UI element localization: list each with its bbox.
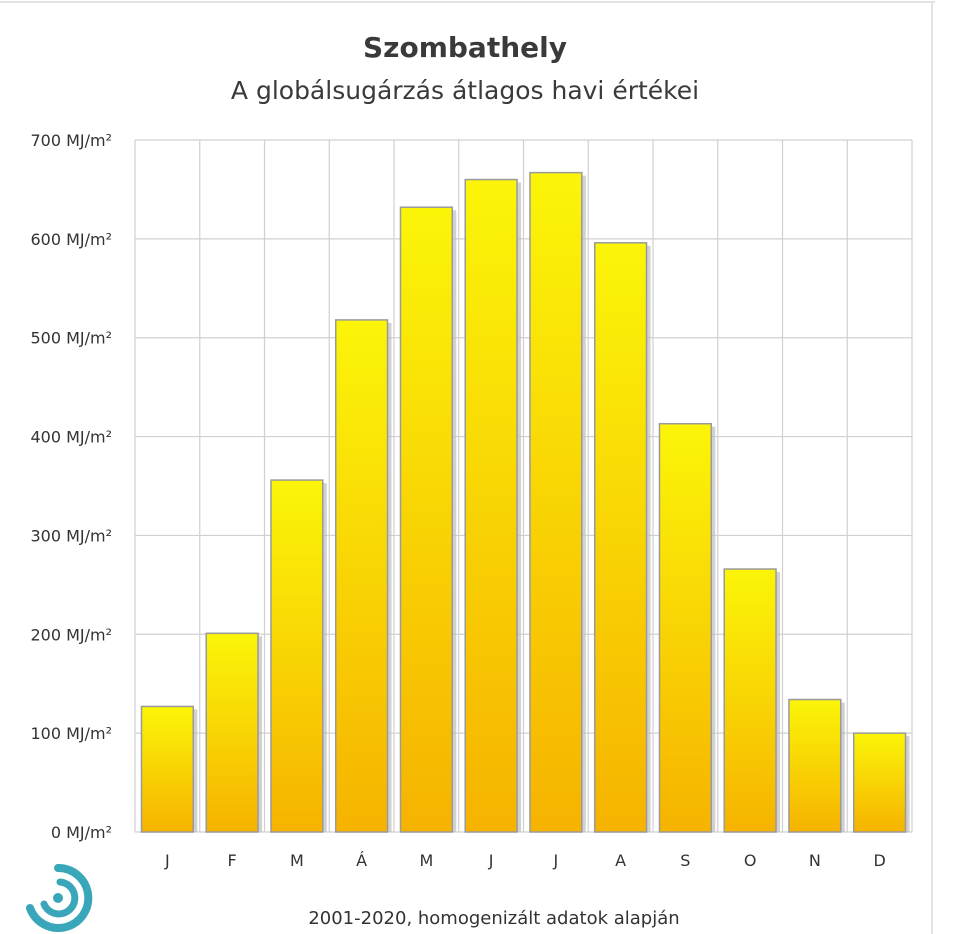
y-tick-label: 300 MJ/m² [30,526,112,545]
x-tick-label: J [553,851,559,870]
x-tick-label: M [290,851,304,870]
bars [140,171,910,833]
chart-subtitle: A globálsugárzás átlagos havi értékei [231,76,699,105]
y-tick-label: 100 MJ/m² [30,724,112,743]
x-tick-label: D [873,851,885,870]
bar [658,422,713,833]
y-axis-ticks: 0 MJ/m² 100 MJ/m² 200 MJ/m² 300 MJ/m² 400 MJ… [30,131,112,842]
bar [464,178,518,833]
chart-footer: 2001-2020, homogenizált adatok alapján [308,908,679,929]
x-tick-label: Á [356,851,367,870]
bar [593,242,648,833]
spiral-logo-icon [26,863,93,932]
y-tick-label: 0 MJ/m² [51,823,112,842]
x-tick-label: J [488,851,494,870]
y-tick-label: 400 MJ/m² [30,428,112,447]
x-tick-label: A [615,851,626,870]
gridlines [134,139,913,833]
y-tick-label: 200 MJ/m² [30,625,112,644]
y-tick-label: 500 MJ/m² [30,329,112,348]
x-tick-label: N [809,851,821,870]
bar [270,479,324,833]
bar [334,319,389,833]
y-tick-label: 600 MJ/m² [30,230,112,249]
bar [852,732,907,833]
bar [140,705,195,833]
x-tick-label: S [680,851,690,870]
x-tick-label: F [228,851,237,870]
bar [399,206,454,833]
bar [529,171,583,833]
bar [205,632,259,833]
bar [723,568,777,833]
x-tick-label: M [419,851,433,870]
x-tick-label: O [744,851,757,870]
x-tick-label: J [164,851,170,870]
y-tick-label: 700 MJ/m² [30,131,112,150]
chart-title: Szombathely [363,31,567,64]
bar [788,698,842,833]
